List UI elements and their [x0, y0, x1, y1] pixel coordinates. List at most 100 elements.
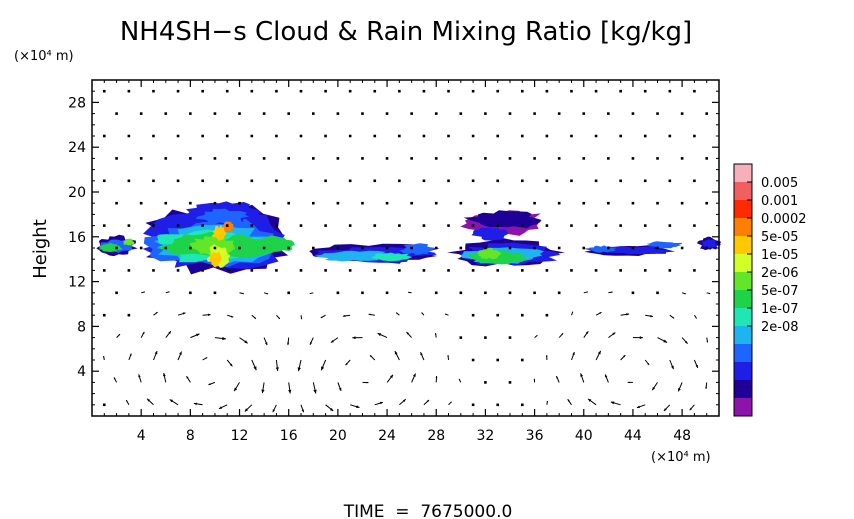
wind-arrowhead [329, 407, 334, 411]
wind-arrowhead [546, 355, 548, 357]
wind-dot [557, 201, 561, 205]
wind-dot [102, 89, 106, 93]
wind-dot [102, 403, 106, 407]
wind-arrowhead [182, 312, 186, 315]
wind-dot [582, 246, 586, 250]
wind-dot [434, 112, 438, 115]
wind-dot [299, 134, 303, 138]
wind-dot [139, 112, 143, 115]
wind-dot [115, 291, 118, 295]
wind-dot [275, 224, 278, 227]
wind-dot [693, 179, 696, 183]
wind-arrowhead [288, 389, 292, 394]
x-tick-label: 16 [280, 428, 298, 444]
wind-dot [520, 313, 524, 317]
wind-arrowhead [222, 336, 226, 341]
wind-dot [471, 403, 475, 407]
wind-arrowhead [301, 409, 304, 413]
wind-dot [361, 291, 364, 295]
wind-dot [422, 224, 426, 227]
wind-dot [213, 157, 217, 160]
wind-dot [520, 403, 524, 407]
wind-dot [127, 89, 131, 93]
wind-arrowhead [445, 313, 447, 315]
wind-arrowhead [129, 353, 132, 356]
cloud-patch [98, 243, 123, 252]
wind-dot [484, 336, 487, 339]
wind-dot [607, 246, 610, 250]
wind-dot [213, 291, 217, 295]
wind-dot [189, 157, 192, 160]
wind-dot [398, 179, 401, 183]
wind-dot [398, 224, 401, 227]
wind-dot [545, 134, 549, 138]
wind-arrowhead [406, 332, 409, 335]
wind-arrowhead [612, 332, 616, 336]
wind-dot [262, 157, 266, 160]
wind-dot [496, 358, 500, 362]
wind-dot [557, 157, 561, 160]
wind-dot [225, 224, 229, 227]
wind-dot [594, 269, 598, 272]
wind-dot [434, 157, 438, 160]
cloud-patch [157, 234, 175, 245]
wind-arrowhead [605, 374, 608, 378]
wind-arrowhead [103, 356, 105, 358]
colorbar-swatch [734, 218, 752, 237]
wind-arrowhead [345, 362, 348, 366]
wind-dot [459, 201, 463, 205]
wind-dot [127, 313, 131, 317]
cloud-patch [195, 208, 250, 225]
wind-dot [189, 112, 192, 115]
wind-dot [447, 179, 450, 183]
wind-dot [520, 89, 524, 93]
y-axis-label: Height [30, 219, 51, 279]
wind-dot [311, 157, 315, 160]
colorbar-swatch [734, 362, 752, 381]
wind-arrowhead [663, 408, 667, 411]
wind-dot [201, 224, 204, 227]
wind-dot [471, 134, 475, 138]
wind-dot [115, 246, 118, 250]
wind-dot [680, 157, 684, 160]
wind-dot [385, 246, 389, 250]
wind-dot [496, 313, 500, 317]
wind-arrowhead [168, 331, 171, 334]
wind-dot [398, 89, 401, 93]
wind-arrowhead [219, 406, 223, 409]
wind-arrowhead [193, 402, 197, 406]
wind-arrowhead [234, 387, 238, 392]
wind-arrowhead [342, 314, 346, 317]
wind-dot [656, 112, 659, 115]
wind-dot [361, 246, 364, 250]
wind-arrowhead [313, 389, 317, 394]
wind-dot [275, 179, 278, 183]
wind-dot [373, 134, 377, 138]
wind-arrowhead [420, 352, 423, 356]
x-tick-label: 36 [526, 428, 544, 444]
wind-dot [643, 269, 647, 272]
wind-dot [225, 179, 229, 183]
wind-arrowhead [588, 398, 592, 402]
colorbar-label: 0.005 [761, 176, 798, 191]
wind-dot [668, 179, 672, 183]
wind-dot [238, 112, 241, 115]
wind-dot [631, 246, 635, 250]
wind-arrowhead [639, 336, 643, 340]
wind-dot [619, 89, 622, 93]
wind-dot [471, 358, 475, 362]
wind-arrowhead [585, 331, 589, 334]
colorbar: 0.005 0.001 0.0002 5e-05 1e-05 2e-06 5e-07 1e-0… [733, 163, 807, 417]
wind-dot [311, 246, 315, 250]
wind-dot [533, 291, 536, 295]
wind-dot [643, 224, 647, 227]
wind-arrowhead [244, 340, 248, 344]
wind-dot [422, 179, 426, 183]
wind-arrowhead [261, 389, 265, 394]
wind-arrowhead [126, 400, 128, 402]
wind-arrowhead [459, 378, 461, 381]
wind-arrowhead [229, 363, 233, 367]
x-axis-unit: (×10⁴ m) [651, 450, 711, 465]
wind-dot [287, 201, 291, 205]
cloud-patch [463, 210, 542, 229]
